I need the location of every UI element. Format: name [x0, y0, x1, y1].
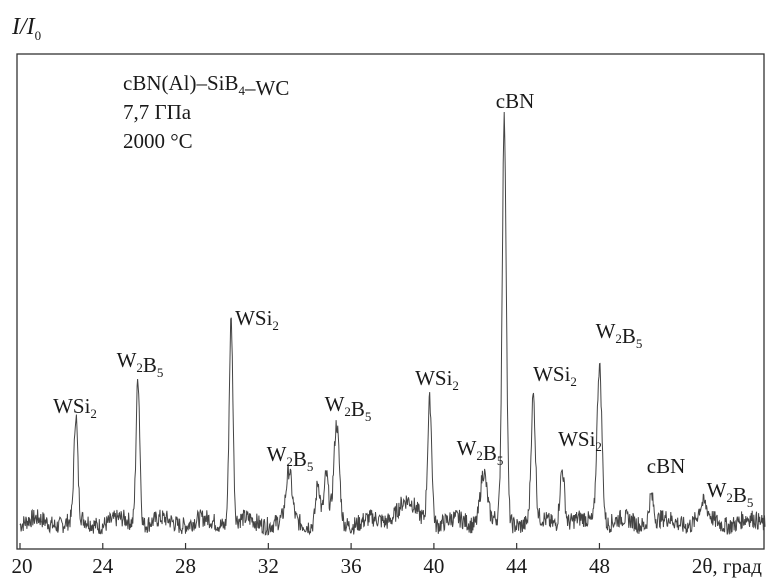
- plot-frame: [16, 53, 765, 550]
- x-tick-label: 44: [506, 554, 528, 578]
- peak-label: WSi2: [415, 366, 459, 393]
- peak-label: W2B5: [707, 478, 754, 510]
- x-tick-label: 40: [423, 554, 444, 578]
- diffraction-pattern-line: [19, 111, 766, 536]
- x-tick-label: 32: [258, 554, 279, 578]
- x-tick-label: 36: [341, 554, 362, 578]
- peak-label: W2B5: [596, 319, 643, 351]
- peak-label: W2B5: [457, 436, 504, 468]
- peak-labels: WSi2 W2B5 WSi2 W2B5 W2B5 WSi2 W2B5 cBN WSi2 WSi2 W…: [53, 89, 753, 510]
- x-tick-label: 24: [92, 554, 114, 578]
- annotation-line: cBN(Al)–SiB4–WC: [123, 71, 289, 100]
- y-axis-label: I/I0: [12, 14, 42, 43]
- peak-label: W2B5: [267, 442, 314, 474]
- peak-label: WSi2: [558, 427, 602, 454]
- peak-label: cBN: [496, 89, 535, 113]
- peak-label: WSi2: [533, 362, 577, 389]
- annotation-line: 2000 °C: [123, 129, 193, 153]
- x-tick-label: 20: [12, 554, 33, 578]
- peak-label: WSi2: [235, 306, 279, 333]
- peak-label: WSi2: [53, 394, 97, 421]
- x-axis-label: 2θ, град: [692, 554, 762, 578]
- x-tick-label: 48: [589, 554, 610, 578]
- x-tick-label: 28: [175, 554, 196, 578]
- annotation-line: 7,7 ГПа: [123, 100, 192, 124]
- peak-label: W2B5: [117, 348, 164, 380]
- x-axis-ticks: 20 24 28 32 36 40 44 48: [12, 543, 610, 578]
- peak-label: W2B5: [325, 392, 372, 424]
- peak-label: cBN: [647, 454, 686, 478]
